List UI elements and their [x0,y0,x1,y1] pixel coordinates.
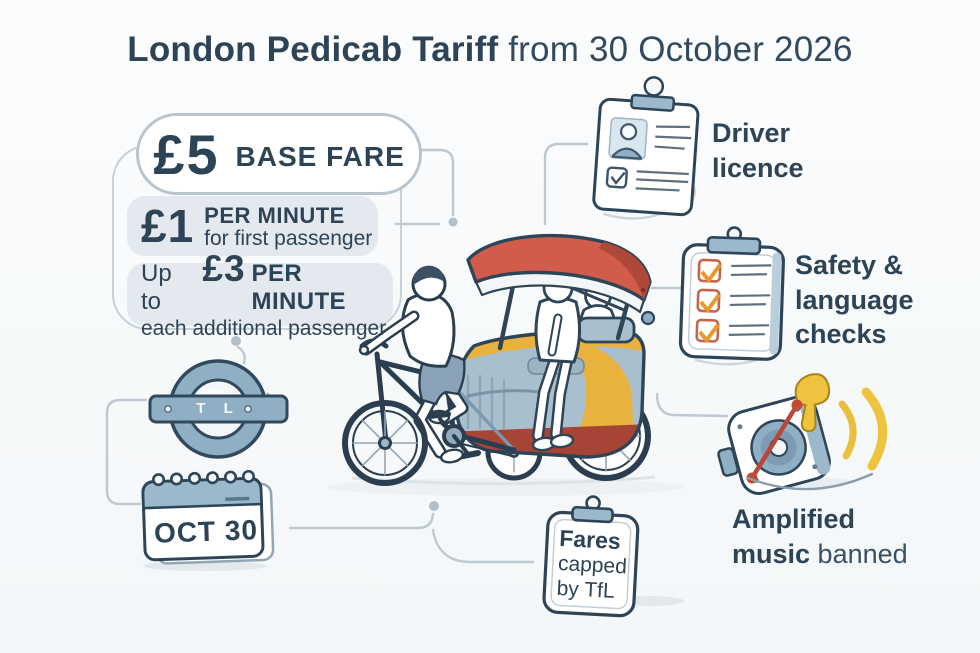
bicycle-and-rider [358,265,517,464]
fares-capped-label: Fares capped by TfL [556,524,628,603]
driver-licence-label: Driver licence [712,118,804,183]
passenger-front [527,271,585,452]
pin-glyph [794,373,831,433]
safety-checklist-icon [678,226,785,361]
sound-wave [861,387,888,471]
speaker-banned-icon [717,373,888,495]
canopy [466,233,652,351]
strike-line [750,403,799,480]
tfl-roundel-icon [148,359,289,459]
additional-note: each additional passenger [141,317,387,340]
calendar-date-label: OCT 30 [153,514,259,549]
fares-capped-icon [542,495,640,618]
title-suffix: from 30 October 2026 [498,30,853,69]
additional-prefix: Up to [141,260,172,315]
amplified-music-label: Amplified music banned [732,504,908,569]
armrest [576,316,636,344]
front-wheel [342,400,428,486]
base-fare-amount: £5 [153,122,220,186]
title-main: London Pedicab Tariff [127,30,499,69]
cup-holder [640,310,656,326]
additional-amount: £3 [202,248,246,289]
calendar-icon [141,469,275,565]
first-passenger-amount: £1 [141,200,195,252]
additional-passenger-rate-box: Up to £3 PER MINUTE each additional pass… [127,248,393,340]
page-title: London Pedicab Tariff from 30 October 20… [0,30,980,70]
first-passenger-rate-box: £1 PER MINUTE for first passenger [127,196,378,256]
roundel-label: T L [196,400,240,417]
safety-checks-label: Safety & language checks [795,250,914,350]
pedicab-illustration [342,233,656,486]
additional-rate: PER MINUTE [251,260,346,315]
sound-wave [838,400,857,460]
connector-dots [231,217,458,511]
first-passenger-note: for first passenger [204,226,373,250]
first-passenger-rate: PER MINUTE [204,203,345,229]
base-fare-label: BASE FARE [235,141,405,172]
driver-licence-icon [592,76,700,217]
base-fare-pill: £5 BASE FARE [136,113,422,195]
